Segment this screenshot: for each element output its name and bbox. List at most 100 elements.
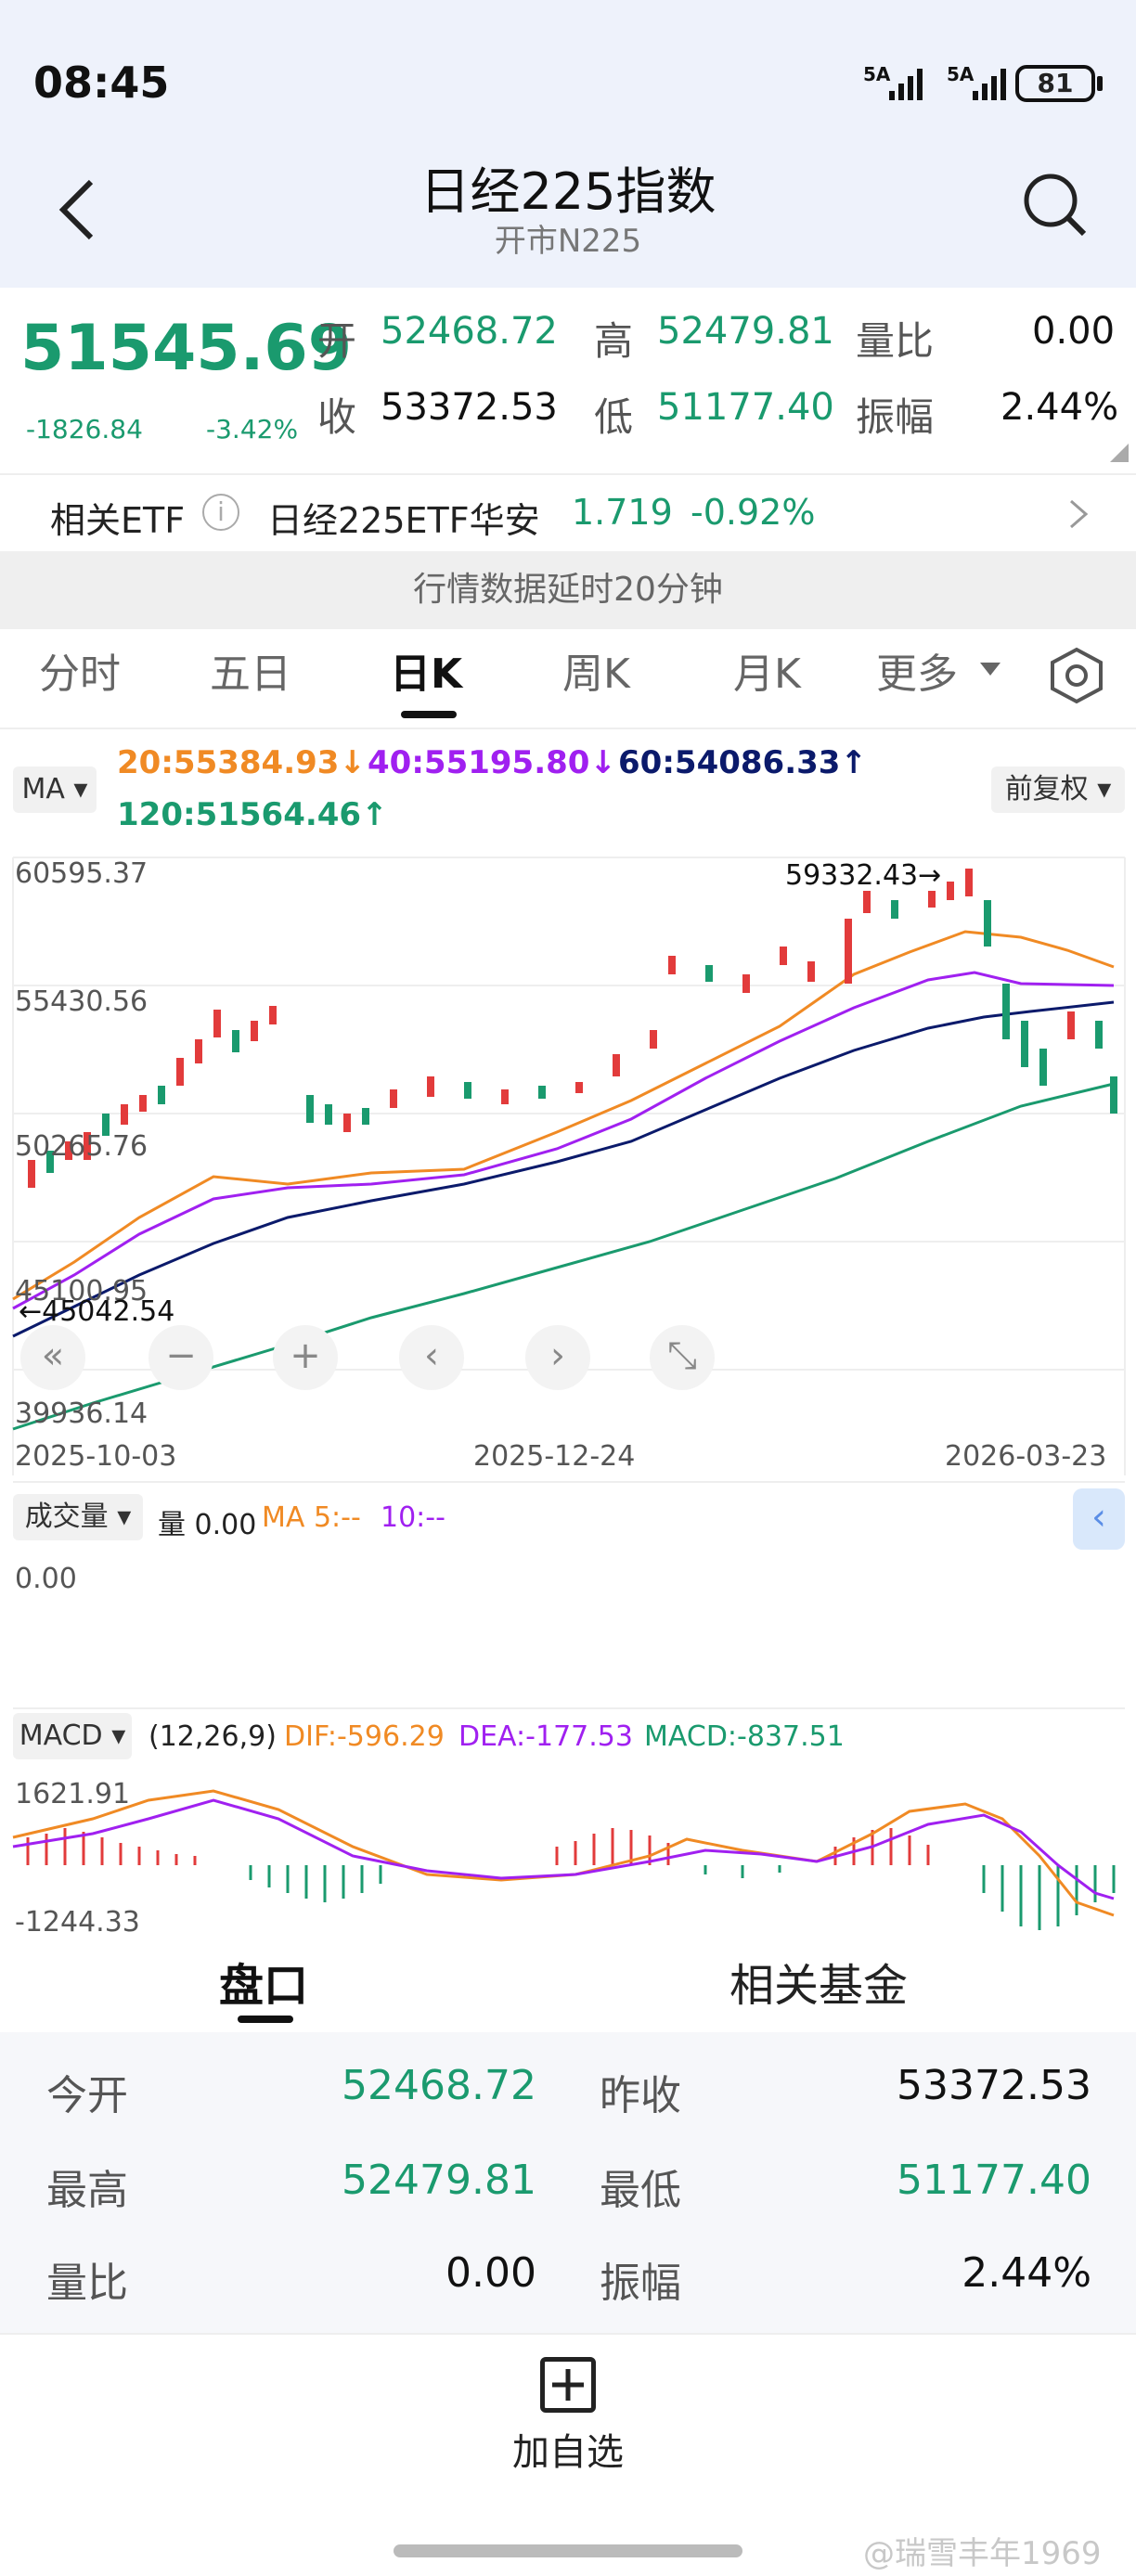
dropdown-icon [980,663,1000,676]
tab-five-day[interactable]: 五日 [210,650,291,698]
quote-panel [0,288,1136,473]
detail-panel [0,2032,1136,2333]
side-panel-toggle[interactable]: ‹ [1073,1488,1125,1550]
etf-row[interactable] [0,473,1136,551]
divider [13,1481,1125,1483]
tab-underline [401,711,457,718]
y-label-2: 55430.56 [15,985,148,1018]
bottom-tab-underline [238,2016,293,2023]
macd-y-top: 1621.91 [15,1778,131,1810]
tab-daily-k[interactable]: 日K [390,650,463,698]
x-label-mid: 2025-12-24 [473,1440,636,1473]
y-label-3: 50265.76 [15,1130,148,1163]
bottom-tabs [0,1936,1136,2029]
home-indicator[interactable] [394,2544,742,2557]
tab-monthly-k[interactable]: 月K [733,650,801,698]
status-time: 08:45 [33,58,170,108]
vol-ratio-label: 量比 [856,318,935,364]
adjust-selector[interactable]: 前复权 ▾ [991,766,1125,813]
signal-bars-icon [889,69,923,100]
tab-related-funds[interactable]: 相关基金 [729,1960,909,2012]
etf-change: -0.92% [691,492,816,533]
page-subtitle: 开市N225 [494,223,642,260]
macd-params: (12,26,9) [148,1720,277,1753]
price-change: -1826.84 [26,414,143,444]
period-tabs [0,629,1136,729]
detail-high-value: 52479.81 [342,2157,536,2204]
chevron-right-icon[interactable] [1067,497,1090,531]
ma120-value: 120:51564.46↑ [117,796,388,833]
plus-icon [552,2369,584,2401]
macd-selector[interactable]: MACD ▾ [13,1713,132,1759]
tab-weekly-k[interactable]: 周K [562,650,630,698]
info-icon[interactable]: i [202,494,239,531]
macd-dea: DEA:-177.53 [458,1720,633,1753]
battery-tip [1097,76,1103,91]
detail-low-value: 51177.40 [897,2157,1091,2204]
signal-icon-2: 5A [947,63,975,85]
y-label-1: 60595.37 [15,857,148,890]
adjust-label: 前复权 [1004,773,1089,805]
kline-chart[interactable] [0,835,1136,1475]
open-value: 52468.72 [381,310,558,353]
signal-bars-icon-2 [973,69,1006,100]
detail-amplitude-label: 振幅 [600,2260,681,2307]
macd-value: MACD:-837.51 [644,1720,845,1753]
detail-high-label: 最高 [46,2167,128,2214]
open-label: 开 [317,318,357,364]
ma-selector[interactable]: MA ▾ [13,766,97,813]
zoom-out-button[interactable]: − [148,1325,213,1390]
status-bar [0,0,1136,158]
volume-selector[interactable]: 成交量 ▾ [13,1494,143,1540]
candles [28,869,1117,1188]
settings-button[interactable] [1047,646,1106,705]
etf-label: 相关ETF [50,500,186,541]
next-button[interactable]: › [525,1325,590,1390]
divider [13,1707,1125,1709]
header [0,139,1136,288]
macd-dif: DIF:-596.29 [284,1720,445,1753]
volume-ma5: MA 5:-- [262,1501,361,1534]
etf-name: 日经225ETF华安 [267,500,540,541]
detail-prev-close-label: 昨收 [600,2072,681,2119]
prev-close-value: 53372.53 [381,386,558,429]
search-button[interactable] [1021,171,1088,238]
ma40-value: 40:55195.80↓ [368,744,616,781]
amplitude-value: 2.44% [1000,386,1119,429]
add-watchlist-button[interactable]: 加自选 [512,2431,624,2474]
back-button[interactable] [54,176,110,241]
detail-vol-ratio-label: 量比 [46,2260,128,2307]
prev-button[interactable]: ‹ [399,1325,464,1390]
x-label-end: 2026-03-23 [945,1440,1107,1473]
signal-icon: 5A [863,63,891,85]
hexagon-settings-icon [1051,647,1103,704]
tab-order-book[interactable]: 盘口 [219,1960,309,2012]
search-icon [1024,174,1087,237]
close-label: 收 [317,394,357,440]
vol-ratio-value: 0.00 [1032,310,1116,353]
tab-intraday[interactable]: 分时 [39,650,121,698]
detail-low-label: 最低 [600,2167,681,2214]
volume-ma10: 10:-- [381,1501,445,1534]
fullscreen-button[interactable]: ⤡ [650,1325,715,1390]
zoom-in-button[interactable]: + [273,1325,338,1390]
detail-vol-ratio-value: 0.00 [445,2249,536,2297]
ma40-line [12,971,1115,1310]
volume-y-label: 0.00 [15,1563,77,1595]
volume-tag-label: 成交量 [24,1501,109,1533]
delay-notice: 行情数据延时20分钟 [0,551,1136,629]
tab-more[interactable]: 更多 [876,650,958,698]
high-marker: 59332.43→ [785,859,942,892]
price-change-pct: -3.42% [206,414,299,444]
ma60-value: 60:54086.33↑ [618,744,867,781]
fast-back-button[interactable]: « [20,1325,85,1390]
detail-amplitude-value: 2.44% [962,2249,1091,2297]
watermark: @瑞雪丰年1969 [863,2535,1102,2572]
high-label: 高 [594,318,634,364]
amplitude-label: 振幅 [856,394,935,440]
detail-prev-close-value: 53372.53 [897,2062,1091,2109]
add-watchlist-icon[interactable] [540,2357,596,2413]
expand-corner-icon[interactable] [1110,444,1129,462]
page-title: 日经225指数 [420,162,716,221]
macd-y-bottom: -1244.33 [15,1906,140,1938]
